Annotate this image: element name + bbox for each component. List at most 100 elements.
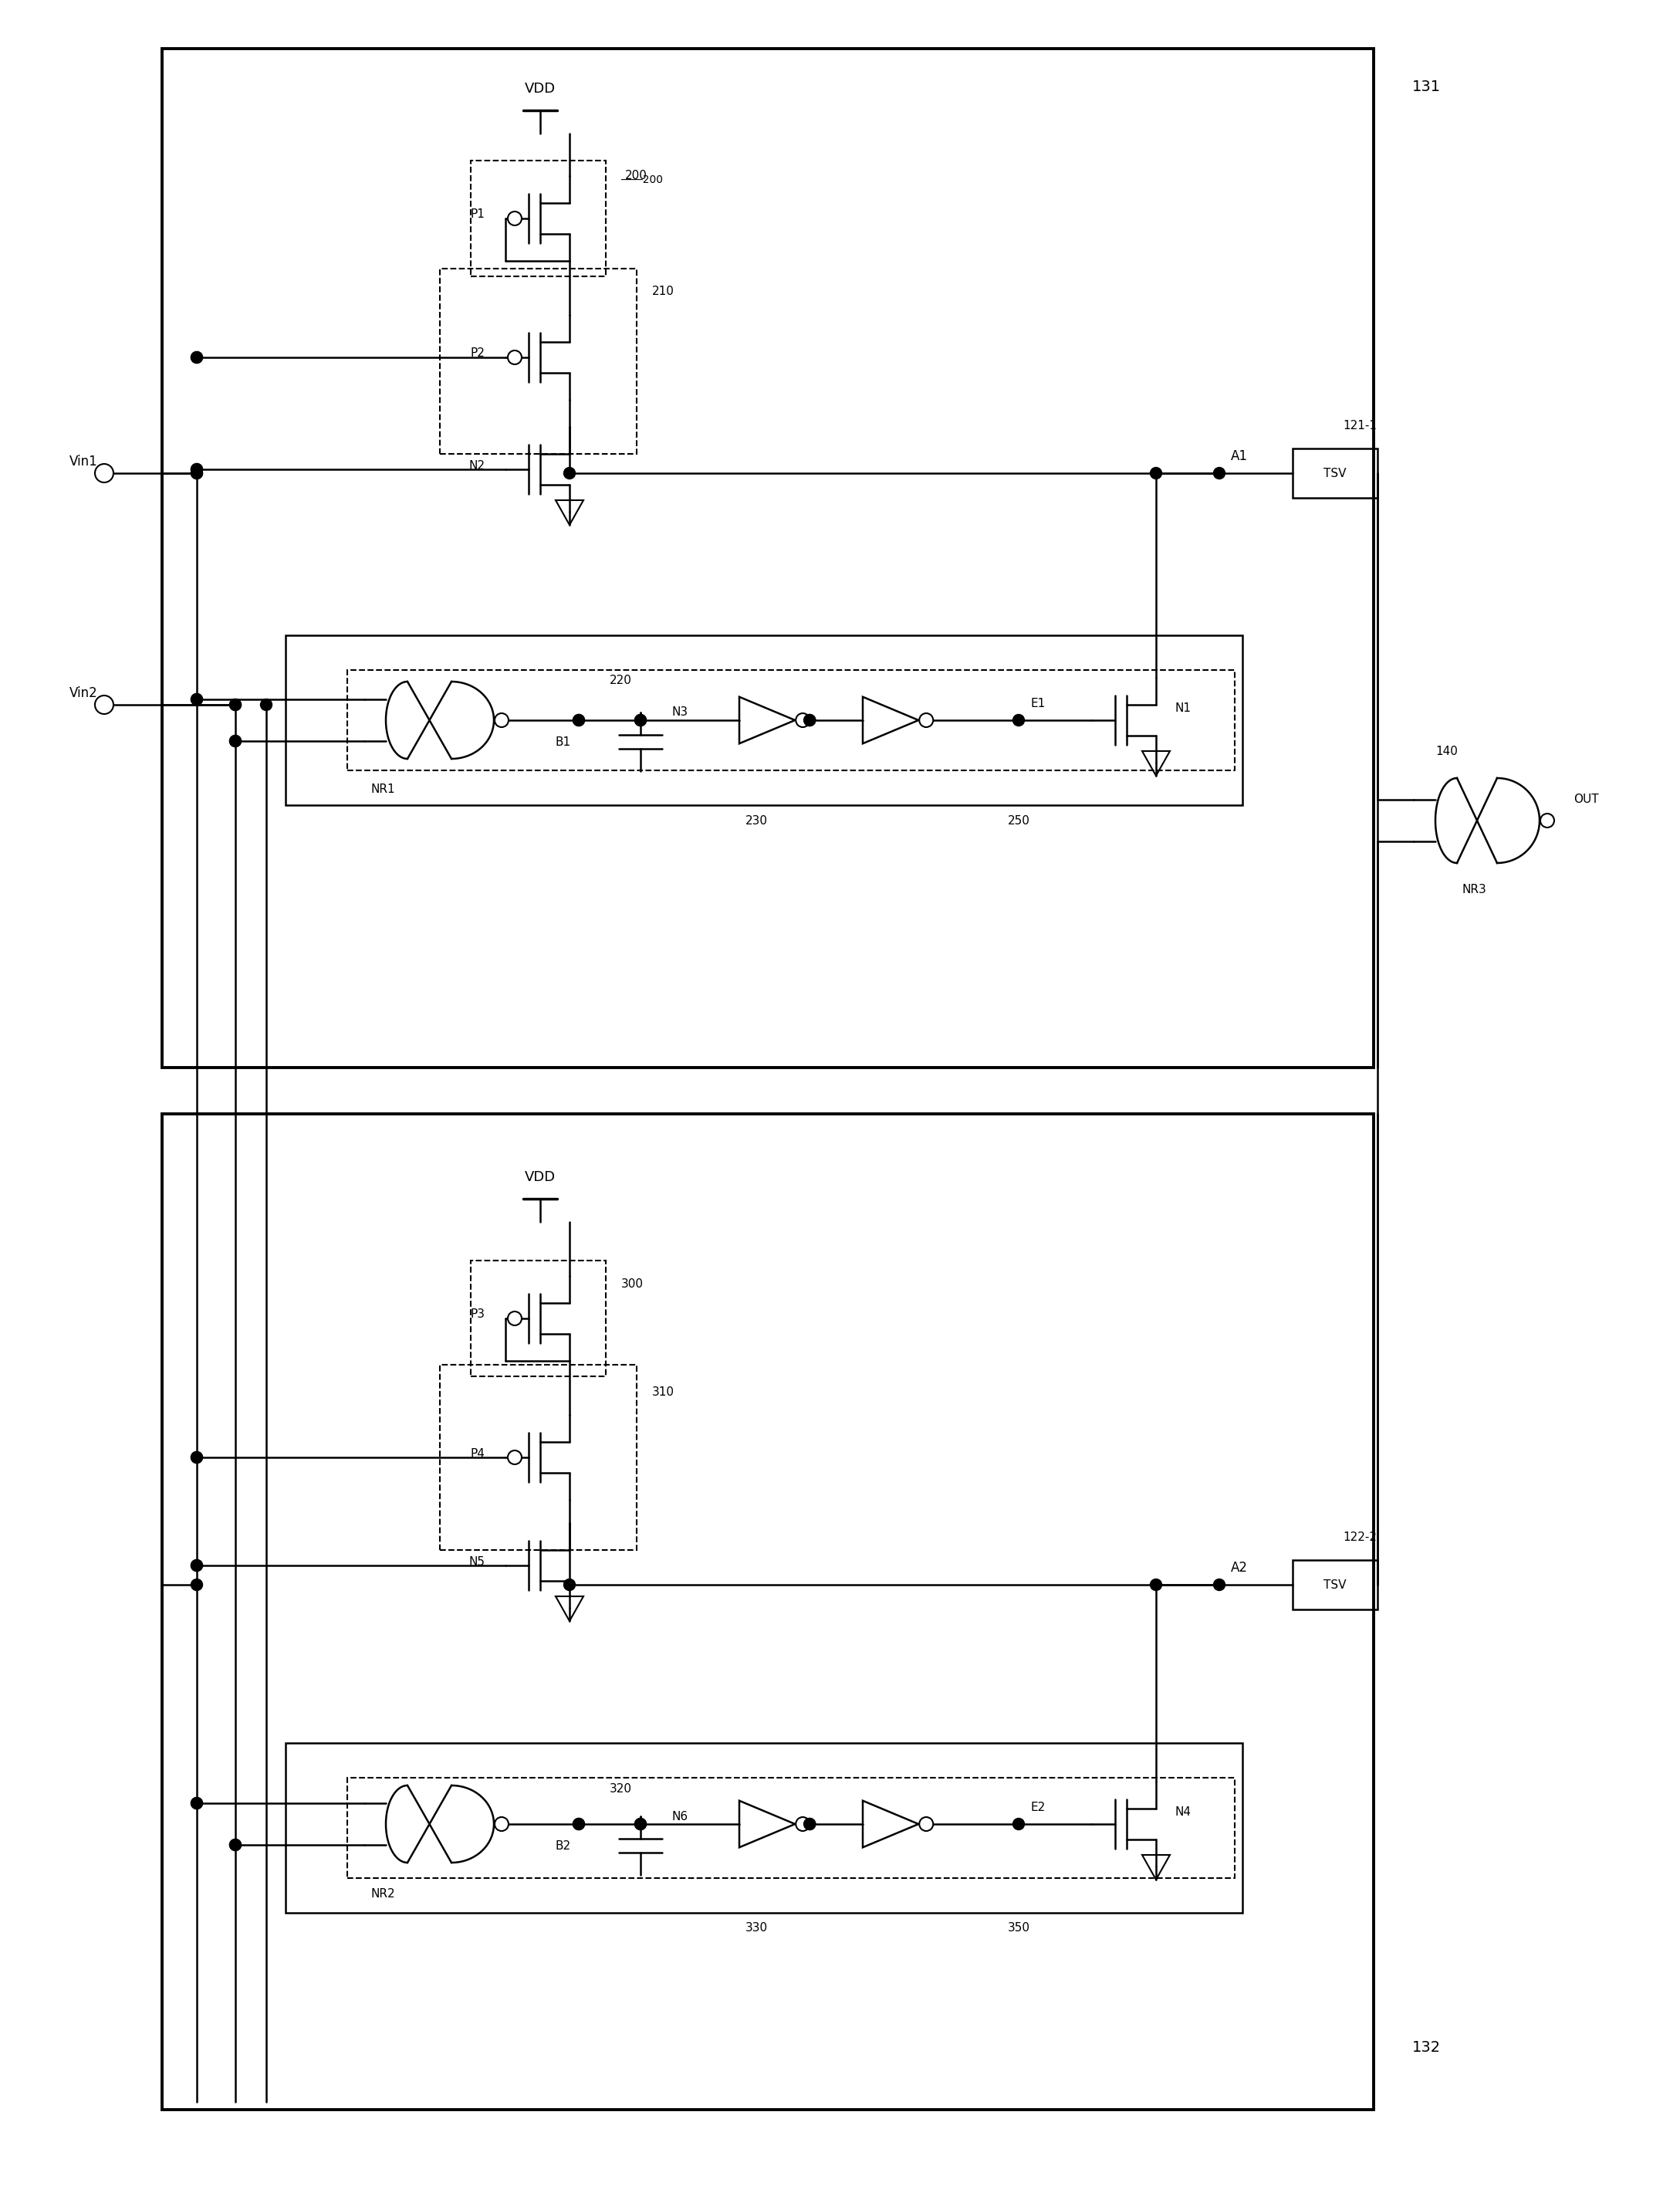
Text: Vin2: Vin2: [69, 687, 97, 701]
Text: P3: P3: [470, 1308, 484, 1319]
Bar: [348, 1777, 1235, 1879]
Text: 230: 230: [746, 815, 768, 827]
Bar: [348, 670, 1235, 771]
Bar: [440, 1366, 637, 1549]
Circle shape: [796, 1817, 810, 1832]
Circle shape: [494, 1817, 509, 1832]
Text: P1: P1: [470, 208, 484, 221]
Text: 250: 250: [1008, 815, 1030, 827]
Circle shape: [192, 1578, 203, 1591]
Circle shape: [192, 351, 203, 362]
Circle shape: [796, 714, 810, 727]
Circle shape: [1151, 1578, 1163, 1591]
Circle shape: [230, 698, 242, 712]
Circle shape: [573, 1819, 585, 1830]
Text: N6: N6: [672, 1810, 687, 1821]
Circle shape: [573, 714, 585, 727]
Circle shape: [192, 694, 203, 705]
Bar: [470, 1260, 606, 1377]
Circle shape: [919, 1817, 932, 1832]
Text: 300: 300: [622, 1277, 643, 1288]
Text: N4: N4: [1174, 1806, 1191, 1819]
Circle shape: [507, 1450, 522, 1465]
Circle shape: [507, 351, 522, 365]
Circle shape: [635, 714, 647, 727]
Circle shape: [192, 1797, 203, 1810]
Text: NR3: NR3: [1462, 884, 1487, 895]
Text: OUT: OUT: [1574, 793, 1599, 804]
Circle shape: [230, 1839, 242, 1850]
Text: 140: 140: [1435, 745, 1458, 756]
Bar: [1292, 449, 1378, 497]
Text: A2: A2: [1231, 1560, 1248, 1576]
Text: P4: P4: [470, 1448, 484, 1459]
Circle shape: [1013, 1819, 1025, 1830]
Text: N1: N1: [1174, 703, 1191, 714]
Circle shape: [564, 466, 575, 480]
Circle shape: [805, 1819, 815, 1830]
Circle shape: [94, 696, 114, 714]
Circle shape: [260, 698, 272, 712]
Circle shape: [1541, 813, 1554, 827]
Circle shape: [1013, 714, 1025, 727]
Bar: [440, 270, 637, 453]
Circle shape: [192, 464, 203, 475]
Bar: [286, 1744, 1243, 1914]
Circle shape: [1151, 466, 1163, 480]
Circle shape: [192, 1560, 203, 1571]
Circle shape: [1213, 466, 1225, 480]
Text: NR1: NR1: [370, 785, 395, 796]
Circle shape: [805, 1819, 815, 1830]
Circle shape: [573, 1819, 585, 1830]
Text: 350: 350: [1008, 1923, 1030, 1934]
Circle shape: [635, 714, 647, 727]
Circle shape: [192, 1452, 203, 1463]
Circle shape: [635, 1819, 647, 1830]
Circle shape: [635, 1819, 647, 1830]
Circle shape: [805, 714, 815, 727]
Circle shape: [192, 466, 203, 480]
Text: TSV: TSV: [1324, 466, 1346, 480]
Circle shape: [230, 698, 242, 712]
Text: VDD: VDD: [524, 82, 556, 95]
Circle shape: [507, 1311, 522, 1326]
Bar: [161, 49, 1374, 1067]
Circle shape: [192, 466, 203, 480]
Text: 310: 310: [652, 1386, 674, 1397]
Circle shape: [192, 1452, 203, 1463]
Circle shape: [805, 714, 815, 727]
Text: NR2: NR2: [370, 1887, 395, 1898]
Text: P2: P2: [470, 347, 484, 360]
Circle shape: [573, 714, 585, 727]
Text: 210: 210: [652, 285, 674, 298]
Text: 330: 330: [744, 1923, 768, 1934]
Bar: [1292, 1560, 1378, 1609]
Text: ――200: ――200: [622, 175, 664, 186]
Bar: [286, 634, 1243, 804]
Text: E1: E1: [1030, 698, 1045, 709]
Bar: [161, 1114, 1374, 2111]
Circle shape: [94, 464, 114, 482]
Circle shape: [192, 694, 203, 705]
Text: 132: 132: [1413, 2040, 1441, 2055]
Text: 220: 220: [610, 674, 632, 685]
Text: B1: B1: [556, 736, 571, 747]
Circle shape: [1213, 1578, 1225, 1591]
Text: 121-1: 121-1: [1342, 420, 1376, 431]
Text: N5: N5: [469, 1556, 484, 1567]
Text: TSV: TSV: [1324, 1578, 1346, 1591]
Text: N2: N2: [469, 460, 484, 471]
Text: E2: E2: [1030, 1801, 1045, 1812]
Circle shape: [192, 1560, 203, 1571]
Circle shape: [192, 464, 203, 475]
Text: 200: 200: [625, 170, 647, 181]
Text: 131: 131: [1413, 80, 1441, 95]
Text: A1: A1: [1231, 449, 1248, 464]
Circle shape: [230, 1839, 242, 1850]
Circle shape: [494, 714, 509, 727]
Text: N3: N3: [672, 707, 687, 718]
Circle shape: [192, 351, 203, 362]
Text: VDD: VDD: [524, 1171, 556, 1185]
Text: B2: B2: [556, 1841, 571, 1852]
Circle shape: [564, 1578, 575, 1591]
